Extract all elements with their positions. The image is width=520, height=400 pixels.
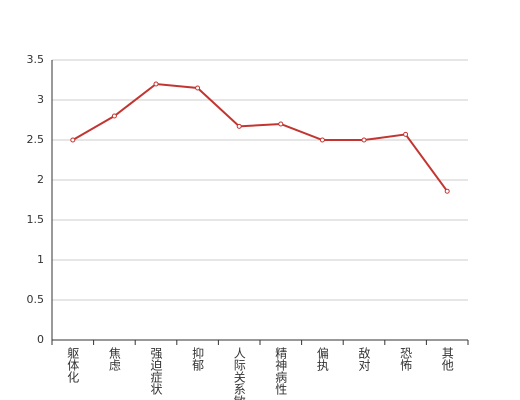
x-tick-label: 躯体化 xyxy=(66,346,80,384)
point xyxy=(278,121,284,127)
x-tick-label: 敌对 xyxy=(357,346,371,371)
point xyxy=(319,137,325,143)
point xyxy=(403,131,409,137)
line xyxy=(72,82,449,192)
y-tick-label: 0.5 xyxy=(27,293,45,306)
y-tick-label: 1 xyxy=(37,253,44,266)
y-tick-label: 0 xyxy=(37,333,44,346)
point xyxy=(195,85,201,91)
point xyxy=(153,81,159,87)
x-tick-label: 抑郁 xyxy=(191,346,205,372)
x-tick-label: 强迫症状 xyxy=(149,347,163,395)
y-tick-label: 2 xyxy=(37,173,44,186)
x-tick-label: 精神病性 xyxy=(274,347,288,396)
y-tick-label: 2.5 xyxy=(27,133,45,146)
point xyxy=(111,113,117,119)
y-tick-label: 1.5 xyxy=(27,213,45,226)
x-tick-label: 其他 xyxy=(440,347,454,371)
x-tick-label: 人际关系敏感 xyxy=(232,347,246,400)
point xyxy=(444,188,450,194)
x-tick-label: 恐怖 xyxy=(399,347,413,371)
x-tick-label: 偏执 xyxy=(315,346,329,372)
point xyxy=(70,137,76,143)
y-tick-label: 3.5 xyxy=(27,53,45,66)
x-tick-label: 焦虑 xyxy=(107,347,121,371)
y-tick-label: 3 xyxy=(37,93,44,106)
point xyxy=(236,123,242,129)
point xyxy=(361,137,367,143)
